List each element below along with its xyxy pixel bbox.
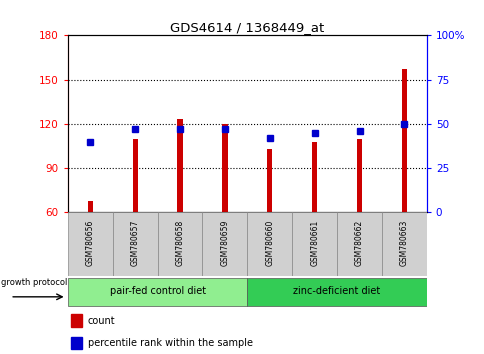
Text: GSM780656: GSM780656 xyxy=(86,220,95,266)
FancyBboxPatch shape xyxy=(157,212,202,276)
FancyBboxPatch shape xyxy=(247,278,426,306)
FancyBboxPatch shape xyxy=(68,212,112,276)
FancyBboxPatch shape xyxy=(247,212,291,276)
Text: GSM780659: GSM780659 xyxy=(220,220,229,266)
FancyBboxPatch shape xyxy=(381,212,426,276)
Bar xyxy=(88,201,93,212)
FancyBboxPatch shape xyxy=(68,278,247,306)
FancyBboxPatch shape xyxy=(336,212,381,276)
Text: count: count xyxy=(88,316,115,326)
FancyBboxPatch shape xyxy=(291,212,336,276)
FancyBboxPatch shape xyxy=(112,212,157,276)
Bar xyxy=(267,149,272,212)
Bar xyxy=(222,124,227,212)
Text: pair-fed control diet: pair-fed control diet xyxy=(109,286,205,296)
Bar xyxy=(356,139,362,212)
Text: GSM780662: GSM780662 xyxy=(354,220,363,266)
Text: GSM780658: GSM780658 xyxy=(175,220,184,266)
Bar xyxy=(132,139,137,212)
Title: GDS4614 / 1368449_at: GDS4614 / 1368449_at xyxy=(170,21,324,34)
Text: zinc-deficient diet: zinc-deficient diet xyxy=(293,286,380,296)
FancyBboxPatch shape xyxy=(202,212,247,276)
Text: GSM780657: GSM780657 xyxy=(130,220,139,266)
Bar xyxy=(71,337,81,349)
Bar xyxy=(401,69,406,212)
Text: percentile rank within the sample: percentile rank within the sample xyxy=(88,338,252,348)
Bar xyxy=(71,314,81,327)
Text: GSM780660: GSM780660 xyxy=(265,220,274,266)
Text: GSM780661: GSM780661 xyxy=(309,220,318,266)
Text: growth protocol: growth protocol xyxy=(1,278,67,287)
Bar xyxy=(311,142,317,212)
Bar xyxy=(177,119,182,212)
Text: GSM780663: GSM780663 xyxy=(399,220,408,266)
